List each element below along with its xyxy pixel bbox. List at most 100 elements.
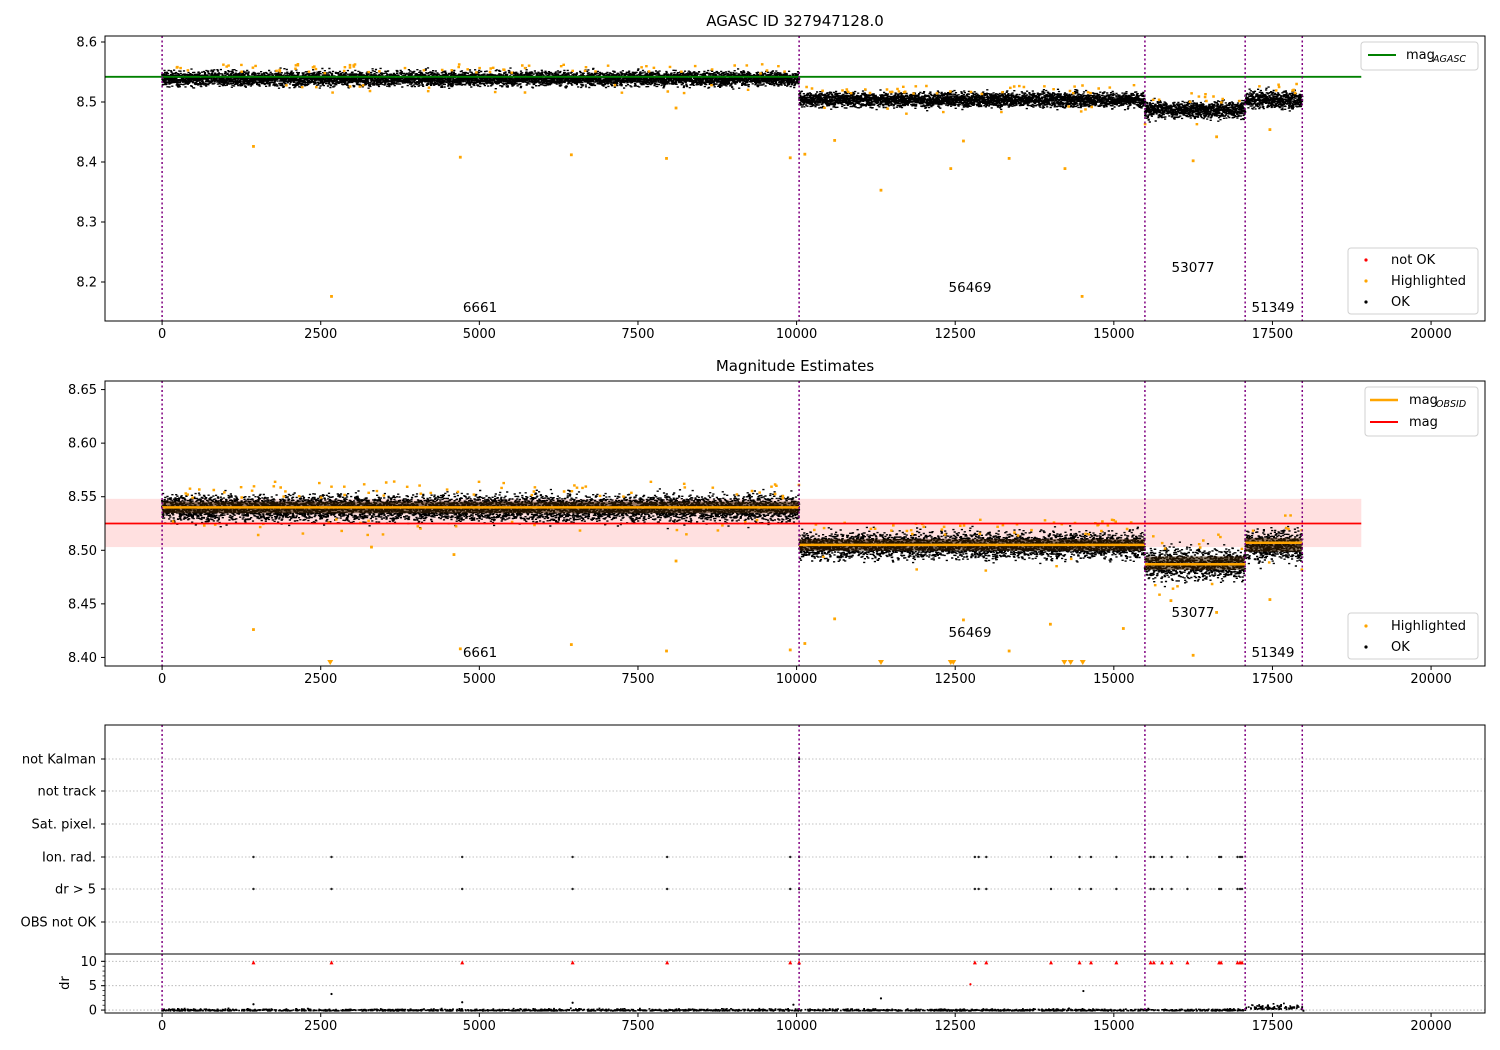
legend-marker-highlighted [1364,279,1368,283]
flag-point [973,887,977,891]
obsid-label-53077: 53077 [1172,260,1215,276]
highlighted-outlier [665,649,668,653]
flag-point [985,887,988,891]
highlighted-outlier [1268,128,1272,131]
dr-clipped-marker [460,960,465,965]
flag-label: Ion. rad. [42,851,96,866]
flag-label: dr > 5 [55,883,96,898]
legend-label-highlighted-2: Highlighted [1391,619,1466,634]
highlighted-outlier [1169,599,1173,603]
clipped-point-marker [877,660,884,665]
flag-point [571,887,574,891]
clipped-point-marker [1061,660,1068,665]
dr-point [969,983,972,986]
highlighted-outlier [1121,627,1125,630]
panel-1-frame [104,35,1486,322]
x-tick-label: 12500 [935,327,976,342]
flag-point [1170,887,1173,891]
x-tick-label: 12500 [935,672,976,687]
y-tick-label: 8.4 [76,156,97,171]
x-tick-label: 17500 [1252,327,1293,342]
ok-points-segment [798,88,1146,112]
flag-point [1238,855,1242,859]
flag-label: OBS not OK [21,916,97,931]
dr-point [879,997,883,1000]
flag-point [1089,855,1093,859]
dr-point [571,1001,574,1004]
dr-axis-label: dr [58,976,73,990]
dr-y-tick-label: 0 [89,1004,97,1019]
panel-1-obsid-labels: 6661 56469 53077 51349 [463,260,1295,316]
flag-label: not Kalman [22,753,96,768]
panel-magnitude-estimates: Magnitude Estimates 0 2500 5000 7500 10000 12… [68,357,1486,687]
dr-clipped-marker [1114,960,1119,965]
highlighted-outlier [962,139,965,143]
flag-point [985,855,988,859]
flag-point [1160,855,1164,859]
highlighted-outlier [665,157,668,160]
dr-clipped-marker [797,960,802,965]
panel-2-legend-points: Highlighted OK [1347,612,1479,660]
x-tick-label: 17500 [1252,672,1293,687]
flag-point [1115,887,1118,891]
dr-point [792,1003,795,1006]
dr-clipped-marker [1235,960,1240,965]
highlighted-outlier [803,152,807,156]
x-tick-label: 12500 [935,1019,976,1034]
x-tick-label: 5000 [463,1019,496,1034]
dr-points [161,1002,1305,1012]
x-tick-label: 5000 [463,672,496,687]
y-tick-label: 8.50 [68,544,97,559]
y-tick-label: 8.65 [68,383,97,398]
obsid-label-6661: 6661 [463,300,497,316]
y-tick-label: 8.60 [68,437,97,452]
flag-point [1186,855,1189,859]
panel-3-flag-points [161,725,1304,954]
flag-point [330,855,333,859]
flag-point [665,855,669,859]
highlighted-outlier [1048,622,1052,626]
panel-4-frame [104,953,1486,1014]
flag-point [571,855,574,859]
x-tick-label: 7500 [621,672,654,687]
dr-clipped-marker [1151,960,1156,965]
highlighted-outlier [1191,159,1195,163]
x-tick-label: 2500 [304,672,337,687]
dr-clipped-marker [1219,960,1224,965]
legend-label-ok-2: OK [1391,640,1410,655]
x-tick-label: 15000 [1093,327,1134,342]
highlighted-outlier [569,153,573,157]
dr-clipped-marker [1169,960,1174,965]
x-tick-label: 20000 [1410,1019,1451,1034]
dr-clipped-marker [972,960,977,965]
panel-2-frame [104,380,1486,667]
highlighted-points-segment [171,480,801,537]
legend-label-highlighted: Highlighted [1391,274,1466,289]
panel-1-legend-points: not OK Highlighted OK [1347,247,1479,315]
highlighted-outlier [674,559,678,563]
highlighted-outlier [674,106,678,110]
obsid-label-6661-p2: 6661 [463,645,497,661]
flag-point [1238,887,1242,891]
flag-point [1115,855,1118,859]
panel-1-title: AGASC ID 327947128.0 [706,12,884,30]
y-tick-label: 8.2 [76,276,97,291]
highlighted-points-segment [1258,82,1298,95]
dr-clipped-marker [665,960,670,965]
flag-point [1152,887,1156,891]
x-tick-label: 0 [158,1019,166,1034]
panel-flags: not Kalman not track Sat. pixel. Ion. rad. d… [21,724,1486,955]
dr-clipped-marker [1088,960,1093,965]
highlighted-outlier [370,545,373,549]
y-tick-label: 8.6 [76,36,97,51]
dr-point [1082,989,1085,993]
highlighted-outlier [833,617,837,621]
x-tick-label: 7500 [621,1019,654,1034]
obsid-label-56469: 56469 [949,280,992,296]
flag-point [252,855,255,859]
highlighted-outlier [788,156,792,160]
legend-marker-not-ok [1364,258,1368,262]
highlighted-outlier [788,648,792,652]
highlighted-outlier [1007,649,1011,653]
flag-point [789,855,792,859]
